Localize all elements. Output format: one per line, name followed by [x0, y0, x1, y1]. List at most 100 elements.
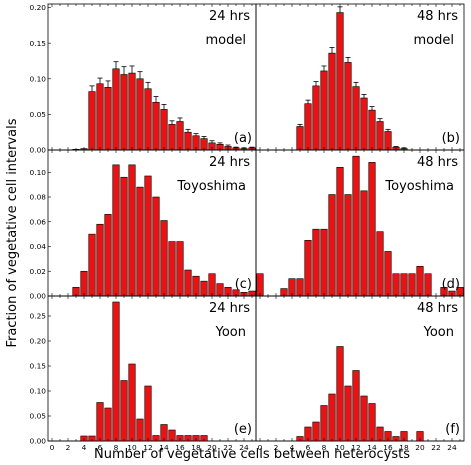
y-tick-label: 0.00: [30, 292, 47, 301]
bar: [312, 85, 320, 151]
panel-b: 48 hrs model (b): [255, 3, 465, 151]
bar: [376, 231, 384, 297]
y-axis-label: Fraction of vegetative cell intervals: [5, 118, 20, 347]
panel-a: 0.00 0.05 0.10 0.15 0.20 24 hrs model (a): [30, 3, 257, 155]
bar: [344, 194, 352, 297]
bar: [96, 83, 104, 151]
panel-source-label: Yoon: [423, 325, 454, 340]
bar: [328, 194, 336, 297]
bar: [88, 233, 96, 297]
bar: [368, 162, 376, 297]
bar: [104, 87, 112, 151]
y-tick-label: 0.10: [30, 168, 47, 177]
bar: [184, 269, 192, 297]
x-tick-label: 16: [175, 443, 185, 452]
bar: [304, 103, 312, 151]
bar: [400, 273, 408, 297]
bar: [352, 370, 360, 442]
bar: [360, 97, 368, 151]
panel-source-label: Toyoshima: [176, 179, 246, 194]
panel-d: 48 hrs Toyoshima (d): [255, 149, 465, 297]
bar: [136, 78, 144, 151]
x-tick-label: 0: [50, 443, 55, 452]
axes-frame: [255, 3, 465, 151]
bar: [336, 167, 344, 297]
panel-e: 0 2 4 6 8 10 12 14 16 18 20 22 240.000.050.100.150.2…: [30, 295, 257, 452]
x-tick-label: 14: [367, 443, 377, 452]
bar: [416, 266, 424, 297]
bar: [296, 126, 304, 151]
y-tick-label: 0.00: [30, 146, 47, 155]
bar: [392, 273, 400, 297]
bar: [128, 72, 136, 151]
panel-letter: (c): [235, 277, 252, 292]
x-tick-label: 2: [66, 443, 71, 452]
x-tick-label: 18: [191, 443, 201, 452]
bar: [336, 346, 344, 442]
panel-letter: (f): [445, 422, 460, 437]
bar: [296, 278, 304, 297]
bar: [120, 74, 128, 151]
bar: [344, 385, 352, 442]
bar: [320, 70, 328, 151]
bar: [144, 175, 152, 297]
x-tick-label: 12: [143, 443, 152, 452]
panel-letter: (a): [234, 131, 252, 146]
y-tick-label: 0.15: [30, 362, 47, 371]
bar: [152, 101, 160, 151]
axes-frame: [255, 295, 465, 442]
panel-time-label: 24 hrs: [209, 301, 250, 316]
y-tick-label: 0.02: [30, 267, 46, 276]
x-tick-label: 8: [322, 443, 327, 452]
panel-source-label: model: [206, 33, 246, 48]
y-tick-label: 0.20: [30, 337, 47, 346]
bar: [104, 214, 112, 297]
bar: [112, 164, 120, 297]
x-tick-label: 24: [239, 443, 249, 452]
x-tick-label: 12: [351, 443, 360, 452]
y-tick-label: 0.10: [30, 387, 47, 396]
bar: [368, 403, 376, 442]
bar: [384, 251, 392, 297]
x-tick-label: 20: [207, 443, 217, 452]
x-tick-label: 14: [159, 443, 169, 452]
bar: [88, 91, 96, 151]
panel-letter: (b): [442, 131, 460, 146]
y-tick-label: 0.20: [30, 3, 47, 12]
panel-letter: (e): [234, 422, 252, 437]
x-tick-label: 2: [274, 443, 279, 452]
bar: [328, 393, 336, 442]
panel-c: 0.00 0.02 0.04 0.06 0.08 0.10 24 hrs Toyoshima (…: [30, 149, 257, 301]
bar: [104, 407, 112, 442]
y-tick-label: 0.05: [30, 110, 47, 119]
bar: [200, 280, 208, 297]
bar: [352, 86, 360, 151]
y-tick-label: 0.25: [30, 312, 47, 321]
x-tick-label: 20: [415, 443, 425, 452]
bar: [144, 88, 152, 151]
panel-time-label: 24 hrs: [209, 155, 250, 170]
x-tick-label: 0: [258, 443, 263, 452]
bar: [136, 186, 144, 297]
x-tick-label: 24: [447, 443, 457, 452]
y-tick-label: 0.08: [30, 193, 47, 202]
x-tick-label: 18: [399, 443, 409, 452]
x-tick-label: 10: [127, 443, 137, 452]
bar: [376, 426, 384, 442]
bar: [376, 121, 384, 151]
axes-frame: [47, 149, 257, 297]
bar: [312, 228, 320, 297]
y-tick-label: 0.10: [30, 74, 47, 83]
bar: [312, 421, 320, 442]
panel-time-label: 48 hrs: [417, 9, 458, 24]
bar: [160, 220, 168, 297]
bar: [128, 363, 136, 442]
panel-time-label: 24 hrs: [209, 9, 250, 24]
bar: [168, 124, 176, 151]
bar: [352, 155, 360, 297]
bar: [408, 273, 416, 297]
x-tick-label: 8: [114, 443, 119, 452]
bar: [144, 385, 152, 442]
